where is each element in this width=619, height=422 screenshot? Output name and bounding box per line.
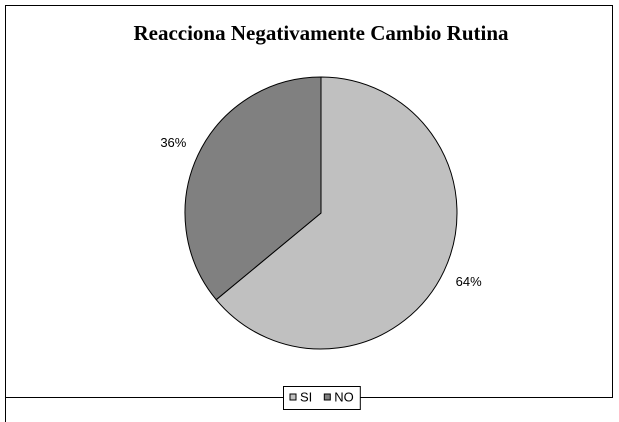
data-label: 36%: [160, 135, 186, 150]
legend-label: SI: [300, 389, 312, 404]
pie-slice: [184, 76, 322, 301]
legend-label: NO: [334, 389, 354, 404]
data-label: 64%: [456, 274, 482, 289]
legend-marker: [289, 393, 297, 401]
chart-title: Reacciona Negativamente Cambio Rutina: [133, 21, 509, 45]
pie-slice: [215, 76, 458, 350]
legend-box: [283, 386, 361, 410]
legend-marker: [323, 393, 331, 401]
